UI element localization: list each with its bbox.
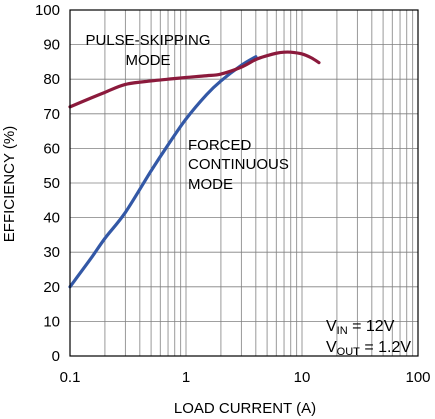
vout-condition: VOUT = 1.2V bbox=[326, 339, 411, 358]
y-tick-label: 90 bbox=[43, 37, 60, 54]
vin-value: = 12V bbox=[348, 318, 395, 335]
forced-continuous-annotation-line2: CONTINUOUS bbox=[188, 156, 289, 173]
vin-symbol: V bbox=[326, 318, 337, 335]
y-tick-labels: 0 10 20 30 40 50 60 70 80 90 100 bbox=[35, 2, 60, 365]
vout-symbol: V bbox=[326, 339, 337, 356]
x-axis-label: LOAD CURRENT (A) bbox=[174, 400, 316, 417]
x-tick-label: 0.1 bbox=[60, 369, 81, 386]
pulse-skipping-annotation-line1: PULSE-SKIPPING bbox=[85, 32, 210, 49]
y-tick-label: 10 bbox=[43, 313, 60, 330]
y-tick-label: 70 bbox=[43, 106, 60, 123]
x-tick-label: 100 bbox=[405, 369, 430, 386]
y-tick-label: 0 bbox=[52, 348, 60, 365]
vout-value: = 1.2V bbox=[360, 339, 411, 356]
series-curves bbox=[68, 50, 321, 289]
y-tick-label: 30 bbox=[43, 244, 60, 261]
forced-continuous-annotation-line3: MODE bbox=[188, 176, 233, 193]
vout-subscript: OUT bbox=[337, 346, 361, 358]
series-line-pulse-skipping-mode bbox=[68, 50, 321, 109]
x-tick-label: 1 bbox=[182, 369, 190, 386]
x-tick-label: 10 bbox=[294, 369, 311, 386]
plot-frame bbox=[69, 9, 419, 357]
y-axis-label: EFFICIENCY (%) bbox=[1, 126, 18, 242]
y-tick-label: 100 bbox=[35, 2, 60, 19]
vin-subscript: IN bbox=[337, 325, 348, 337]
y-tick-label: 60 bbox=[43, 140, 60, 157]
x-tick-labels: 0.1 1 10 100 bbox=[60, 369, 431, 386]
y-tick-label: 40 bbox=[43, 210, 60, 227]
y-tick-label: 20 bbox=[43, 279, 60, 296]
series-line-forced-continuous-mode bbox=[68, 55, 258, 289]
forced-continuous-annotation-line1: FORCED bbox=[188, 137, 252, 154]
y-tick-label: 50 bbox=[43, 175, 60, 192]
vin-condition: VIN = 12V bbox=[326, 318, 395, 337]
pulse-skipping-annotation-line2: MODE bbox=[126, 52, 171, 69]
y-tick-label: 80 bbox=[43, 71, 60, 88]
